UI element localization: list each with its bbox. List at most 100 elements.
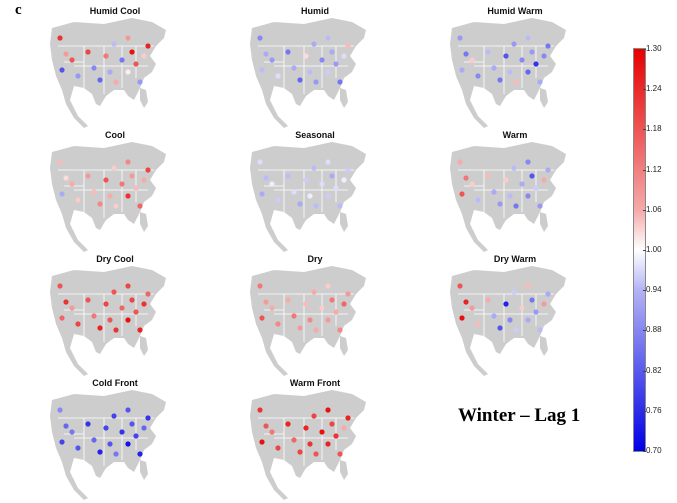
station-dot (137, 79, 143, 85)
station-dot (469, 57, 475, 63)
station-dot (257, 35, 263, 41)
station-dot (311, 41, 317, 47)
station-dot (125, 159, 131, 165)
station-dot (485, 49, 491, 55)
station-dot (325, 35, 331, 41)
station-dot (97, 449, 103, 455)
color-scale-tick-label: 0.82 (643, 365, 662, 375)
map-panel-title: Cool (105, 130, 125, 140)
station-dot (325, 283, 331, 289)
north-america-map (50, 390, 166, 500)
station-dot (297, 77, 303, 83)
station-dot (297, 201, 303, 207)
station-dot (137, 327, 143, 333)
station-dot (491, 313, 497, 319)
station-dot (525, 317, 531, 323)
station-dot (91, 313, 97, 319)
station-dot (57, 407, 63, 413)
station-dot (263, 51, 269, 57)
north-america-map (50, 18, 166, 128)
station-dot (259, 315, 265, 321)
station-dot (113, 203, 119, 209)
station-dot (137, 451, 143, 457)
station-dot (325, 317, 331, 323)
season-lag-label: Winter – Lag 1 (458, 405, 581, 426)
station-dot (257, 407, 263, 413)
station-dot (345, 415, 351, 421)
station-dot (111, 413, 117, 419)
station-dot (285, 173, 291, 179)
station-dot (119, 305, 125, 311)
station-dot (533, 61, 539, 67)
land-shape (340, 88, 348, 108)
station-dot (59, 439, 65, 445)
station-dot (141, 425, 147, 431)
station-dot (511, 41, 517, 47)
station-dot (129, 297, 135, 303)
map-panel-title: Seasonal (295, 130, 335, 140)
station-dot (507, 193, 513, 199)
color-scale-tick-label: 0.94 (643, 285, 662, 295)
station-dot (469, 305, 475, 311)
station-dot (525, 193, 531, 199)
north-america-map (50, 142, 166, 252)
station-dot (85, 49, 91, 55)
station-dot (541, 177, 547, 183)
station-dot (529, 297, 535, 303)
station-dot (475, 321, 481, 327)
color-scale-tick-label: 0.88 (643, 325, 662, 335)
station-dot (125, 441, 131, 447)
station-dot (125, 407, 131, 413)
station-dot (103, 425, 109, 431)
station-dot (457, 283, 463, 289)
station-dot (341, 177, 347, 183)
station-dot (525, 159, 531, 165)
station-dot (63, 299, 69, 305)
station-dot (491, 65, 497, 71)
station-dot (459, 315, 465, 321)
north-america-map (250, 390, 366, 500)
station-dot (259, 439, 265, 445)
station-dot (337, 451, 343, 457)
station-dot (263, 175, 269, 181)
station-dot (345, 167, 351, 173)
station-dot (275, 197, 281, 203)
station-dot (503, 53, 509, 59)
station-dot (63, 51, 69, 57)
station-dot (475, 73, 481, 79)
station-dot (113, 79, 119, 85)
station-dot (125, 35, 131, 41)
station-dot (537, 79, 543, 85)
map-panel-title: Dry Cool (96, 254, 134, 264)
station-dot (333, 309, 339, 315)
station-dot (285, 49, 291, 55)
station-dot (329, 421, 335, 427)
station-dot (497, 77, 503, 83)
color-scale-tick-label: 1.00 (643, 245, 662, 254)
station-dot (325, 69, 331, 75)
station-dot (545, 43, 551, 49)
station-dot (275, 445, 281, 451)
station-dot (311, 413, 317, 419)
north-america-map (450, 18, 566, 128)
land-shape (140, 460, 148, 480)
station-dot (345, 43, 351, 49)
station-dot (291, 65, 297, 71)
north-america-map (50, 266, 166, 376)
north-america-map (450, 266, 566, 376)
north-america-map (250, 142, 366, 252)
station-dot (337, 327, 343, 333)
map-panel: Humid Cool (40, 6, 190, 131)
station-dot (307, 317, 313, 323)
station-dot (257, 283, 263, 289)
station-dot (57, 159, 63, 165)
station-dot (545, 291, 551, 297)
station-dot (519, 181, 525, 187)
station-dot (59, 315, 65, 321)
station-dot (259, 191, 265, 197)
station-dot (303, 53, 309, 59)
station-dot (125, 317, 131, 323)
station-dot (57, 283, 63, 289)
station-dot (537, 327, 543, 333)
station-dot (133, 185, 139, 191)
